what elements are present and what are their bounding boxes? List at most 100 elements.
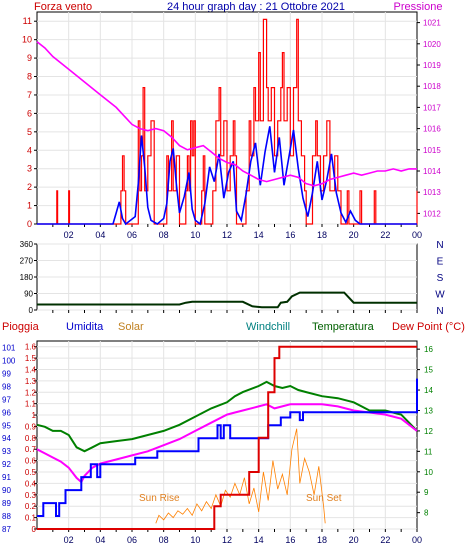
right-tick-label: 1018 [423, 82, 441, 91]
p3-x-label: 10 [190, 535, 200, 545]
p3-x-label: 06 [127, 535, 137, 545]
p3-x-label: 00 [412, 535, 422, 545]
humidity-tick-label: 87 [2, 525, 11, 534]
p3-x-label: 16 [285, 535, 295, 545]
humidity-series [37, 378, 418, 517]
dir-tick-label: 0 [29, 306, 34, 315]
p1-x-label: 22 [380, 230, 390, 240]
temperature-label: Temperatura [312, 321, 375, 333]
humidity-label: Umidita [66, 321, 104, 333]
humidity-tick-label: 91 [2, 473, 11, 482]
p1-x-label: 02 [64, 230, 74, 240]
rain-tick-label: 0 [32, 525, 37, 534]
left-tick-label: 10 [22, 35, 32, 45]
compass-label: W [435, 290, 445, 301]
compass-label: E [437, 257, 444, 268]
panel3: 0 0.1 0.2 0.3 0.4 0.5 0.6 0.7 0.8 0.9 1 1.1 1.2 1.3 1.… [2, 341, 433, 545]
humidity-tick-label: 90 [2, 486, 11, 495]
temp-tick-label: 11 [424, 447, 433, 456]
rain-tick-label: 0.7 [25, 445, 37, 454]
direction-series [37, 291, 417, 309]
humidity-tick-label: 95 [2, 421, 11, 430]
humidity-tick-label: 96 [2, 408, 11, 417]
pressure-series [36, 41, 417, 187]
temp-tick-label: 9 [424, 488, 429, 497]
rain-tick-label: 0.1 [25, 514, 37, 523]
right-tick-label: 1017 [423, 103, 441, 112]
p1-x-label: 00 [412, 230, 422, 240]
dir-tick-label: 270 [20, 257, 34, 266]
wind-force-label: Forza vento [34, 1, 92, 13]
temp-tick-label: 16 [424, 345, 433, 354]
left-tick-label: 4 [27, 145, 32, 155]
temp-tick-label: 13 [424, 406, 433, 415]
rain-tick-label: 0.4 [25, 479, 37, 488]
humidity-tick-label: 89 [2, 499, 11, 508]
left-tick-label: 11 [23, 16, 32, 26]
rain-tick-label: 0.3 [25, 491, 37, 500]
dir-tick-label: 360 [20, 240, 34, 249]
p3-x-label: 20 [349, 535, 359, 545]
humidity-tick-label: 94 [2, 434, 11, 443]
humidity-tick-label: 97 [2, 395, 11, 404]
left-tick-label: 7 [27, 90, 32, 100]
p1-x-label: 18 [317, 230, 327, 240]
humidity-tick-label: 99 [2, 369, 11, 378]
solar-series [155, 428, 326, 524]
left-tick-label: 9 [27, 53, 32, 63]
p3-x-label: 12 [222, 535, 232, 545]
right-tick-label: 1012 [423, 209, 441, 218]
rain-tick-label: 0.6 [25, 457, 37, 466]
graph-title: 24 hour graph day : 21 Ottobre 2021 [167, 1, 345, 13]
humidity-tick-label: 100 [2, 356, 16, 365]
sunset-annotation: Sun Set [306, 493, 342, 504]
rain-tick-label: 1.3 [25, 377, 37, 386]
p1-x-label: 04 [95, 230, 105, 240]
solar-label: Solar [118, 321, 144, 333]
temp-tick-label: 10 [424, 468, 433, 477]
dewpoint-series [36, 403, 418, 484]
rain-tick-label: 1.4 [25, 365, 37, 374]
p3-x-label: 02 [64, 535, 74, 545]
humidity-tick-label: 92 [2, 460, 11, 469]
right-tick-label: 1015 [423, 146, 441, 155]
p1-x-label: 06 [127, 230, 137, 240]
p3-x-label: 08 [159, 535, 169, 545]
p1-x-label: 12 [222, 230, 232, 240]
dir-tick-label: 90 [24, 290, 33, 299]
temp-tick-label: 14 [424, 386, 433, 395]
p1-x-label: 10 [190, 230, 200, 240]
temp-tick-label: 15 [424, 366, 433, 375]
humidity-tick-label: 98 [2, 382, 11, 391]
compass-label: S [437, 273, 444, 284]
right-tick-label: 1013 [423, 188, 441, 197]
rain-tick-label: 1 [32, 411, 37, 420]
rain-tick-label: 0.9 [25, 422, 37, 431]
left-tick-label: 8 [27, 72, 32, 82]
rain-series [37, 345, 417, 530]
sunrise-annotation: Sun Rise [139, 493, 180, 504]
rain-tick-label: 0.2 [25, 502, 37, 511]
right-tick-label: 1019 [423, 61, 441, 70]
right-tick-label: 1020 [423, 40, 441, 49]
temp-tick-label: 12 [424, 427, 433, 436]
windchill-series [36, 380, 418, 453]
right-tick-label: 1016 [423, 125, 441, 134]
humidity-tick-label: 93 [2, 447, 11, 456]
humidity-tick-label: 88 [2, 512, 11, 521]
dewpoint-label: Dew Point (°C) [392, 321, 465, 333]
humidity-tick-label: 101 [2, 343, 16, 352]
speed-series [37, 126, 417, 226]
panel1: 0123456789101110121013101410151016101710… [22, 12, 441, 240]
left-tick-label: 3 [27, 164, 32, 174]
p3-x-label: 18 [317, 535, 327, 545]
dir-tick-label: 180 [20, 273, 34, 282]
rain-tick-label: 0.5 [25, 468, 37, 477]
p3-x-label: 14 [254, 535, 264, 545]
p1-x-label: 20 [349, 230, 359, 240]
rain-tick-label: 1.2 [25, 388, 37, 397]
left-tick-label: 5 [27, 127, 32, 137]
rain-tick-label: 0.8 [25, 434, 37, 443]
